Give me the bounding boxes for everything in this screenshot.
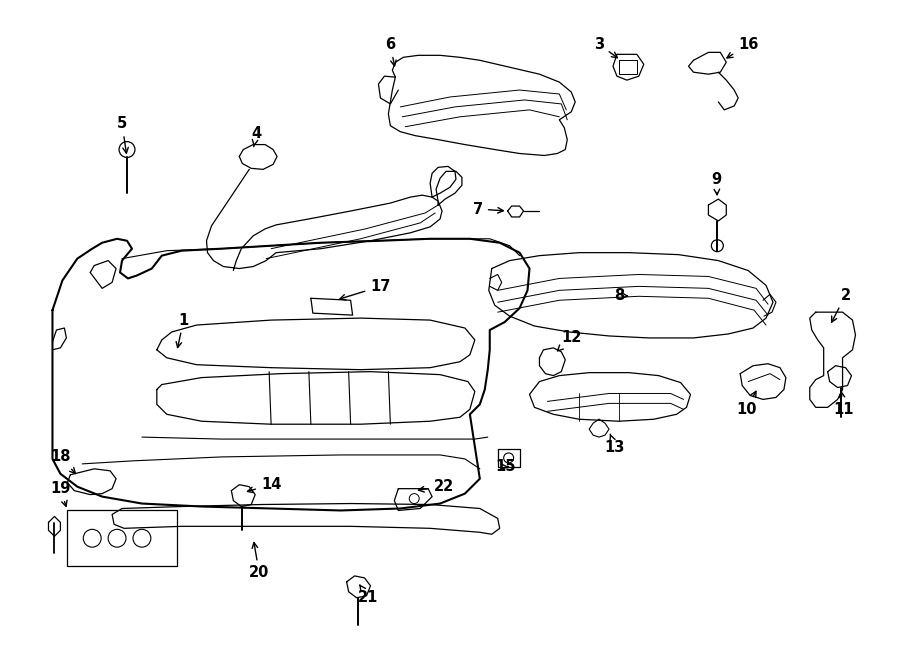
Text: 14: 14	[248, 477, 282, 492]
Text: 8: 8	[614, 288, 627, 303]
Text: 16: 16	[727, 37, 759, 58]
Text: 20: 20	[249, 543, 269, 580]
Text: 21: 21	[358, 585, 379, 605]
Text: 22: 22	[418, 479, 454, 494]
Text: 1: 1	[176, 313, 189, 348]
Text: 10: 10	[736, 391, 756, 417]
Text: 15: 15	[495, 459, 516, 475]
Text: 17: 17	[340, 279, 391, 300]
Text: 11: 11	[833, 392, 854, 417]
Text: 5: 5	[117, 116, 129, 153]
Text: 3: 3	[594, 37, 617, 58]
Text: 12: 12	[557, 330, 581, 351]
Text: 4: 4	[251, 126, 261, 147]
Text: 19: 19	[50, 481, 70, 506]
Text: 18: 18	[50, 449, 76, 473]
Text: 6: 6	[385, 37, 396, 66]
Text: 13: 13	[605, 434, 626, 455]
Text: 2: 2	[832, 288, 850, 322]
Text: 7: 7	[472, 202, 503, 217]
Text: 9: 9	[711, 172, 722, 195]
